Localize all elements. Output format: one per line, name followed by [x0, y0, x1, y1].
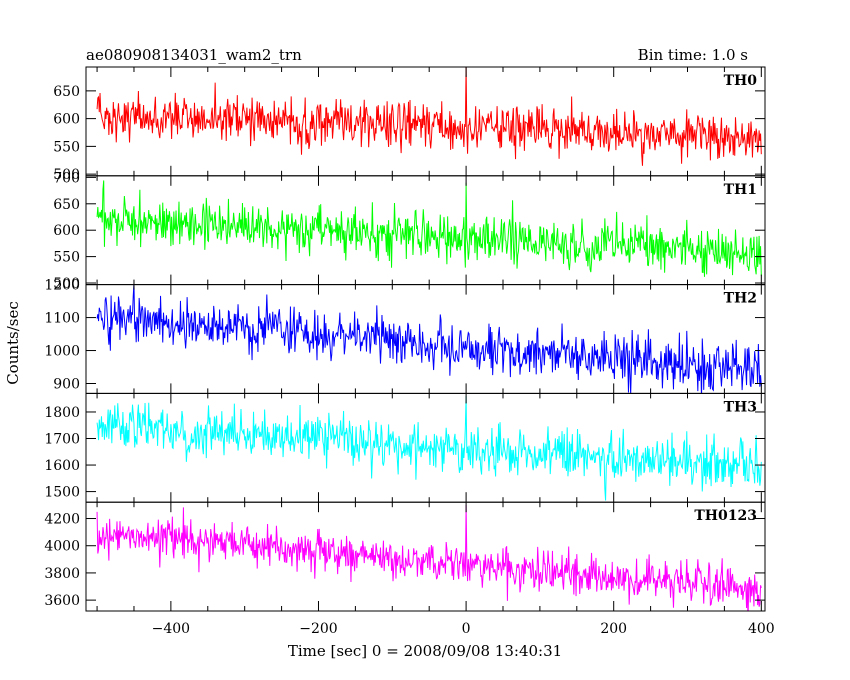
y-tick-label: 650 [53, 84, 80, 100]
y-tick-label: 500 [53, 167, 80, 183]
y-tick-label: 550 [53, 250, 80, 266]
y-tick-label: 1500 [44, 485, 80, 501]
panel-th0: 500 550 600 650 TH0 [53, 66, 766, 183]
y-tick-label: 500 [53, 276, 80, 292]
panel-th0123: 3600 3800 4000 4200 TH0123 [44, 501, 766, 612]
panel-label-th3: TH3 [724, 399, 757, 415]
x-tick-label: 200 [600, 621, 627, 637]
y-tick-label: 3800 [44, 566, 80, 582]
panel-frame [85, 501, 766, 612]
y-tick-label: 550 [53, 139, 80, 155]
y-tick-label: 1600 [44, 458, 80, 474]
x-tick-label: 400 [748, 621, 775, 637]
x-tick-label: −400 [152, 621, 190, 637]
y-tick-label: 1700 [44, 432, 80, 448]
x-tick-label: −200 [299, 621, 337, 637]
panel-label-th0: TH0 [724, 73, 758, 89]
panels-group: 500 550 600 650 TH0 500 550 600 650 700 TH1 900 1000… [44, 66, 775, 637]
series-line-th3 [96, 396, 762, 501]
y-tick-label: 4200 [44, 512, 80, 528]
y-tick-label: 1000 [44, 344, 80, 360]
y-tick-label: 3600 [44, 593, 80, 609]
series-line-th0 [96, 67, 762, 166]
panel-th3: 1500 1600 1700 1800 TH3 [44, 392, 766, 503]
y-tick-label: 1800 [44, 405, 80, 421]
panel-frame [85, 175, 766, 286]
y-tick-label: 600 [53, 223, 80, 239]
x-tick-label: 0 [462, 621, 471, 637]
series-line-th0123 [96, 504, 762, 612]
y-axis-title: Counts/sec [4, 301, 22, 385]
y-tick-label: 1100 [44, 311, 80, 327]
figure-title: ae080908134031_wam2_trn [86, 46, 302, 64]
y-tick-label: 900 [53, 377, 80, 393]
series-line-th1 [96, 180, 762, 277]
series-line-th2 [96, 284, 762, 394]
y-tick-label: 650 [53, 197, 80, 213]
panel-label-th2: TH2 [724, 291, 757, 307]
y-tick-label: 1200 [44, 278, 80, 294]
panel-label-th1: TH1 [724, 182, 757, 198]
panel-th1: 500 550 600 650 700 TH1 [53, 170, 766, 292]
bin-time-label: Bin time: 1.0 s [638, 46, 748, 64]
panel-label-th0123: TH0123 [694, 508, 757, 524]
y-tick-label: 4000 [44, 539, 80, 555]
y-tick-label: 600 [53, 112, 80, 128]
y-tick-label: 700 [53, 170, 80, 186]
x-axis-title: Time [sec] 0 = 2008/09/08 13:40:31 [288, 642, 562, 660]
panel-th2: 900 1000 1100 1200 TH2 [44, 278, 766, 394]
